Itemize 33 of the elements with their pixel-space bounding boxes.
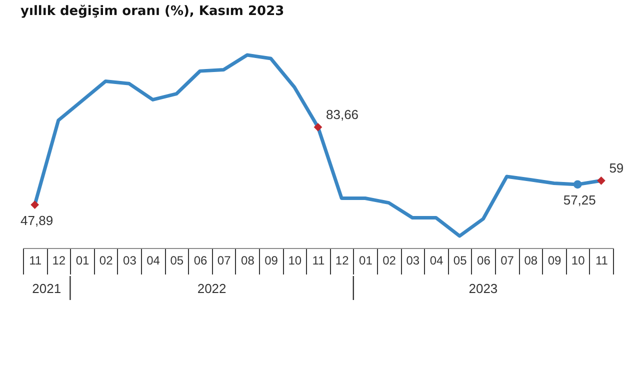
x-tick-label: 03 bbox=[406, 254, 420, 268]
chart-title: yıllık değişim oranı (%), Kasım 2023 bbox=[20, 4, 284, 19]
data-label: 47,89 bbox=[20, 212, 54, 228]
x-tick-label: 10 bbox=[288, 254, 302, 268]
x-tick-label: 11 bbox=[312, 254, 326, 268]
x-tick-label: 11 bbox=[595, 254, 608, 268]
x-tick-label: 04 bbox=[430, 254, 444, 268]
text: 2021 bbox=[32, 281, 62, 296]
x-tick-label: 02 bbox=[99, 254, 114, 268]
x-tick-label: 01 bbox=[76, 254, 90, 268]
x-tick-label: 09 bbox=[264, 254, 278, 268]
x-tick-label: 11 bbox=[29, 254, 42, 268]
x-tick-label: 04 bbox=[146, 254, 160, 268]
x-tick-label: 06 bbox=[194, 254, 208, 268]
text: 2023 bbox=[468, 281, 498, 296]
x-tick-label: 06 bbox=[477, 254, 491, 268]
text: 2022 bbox=[197, 281, 226, 296]
x-tick-label: 03 bbox=[123, 254, 137, 268]
x-tick-label: 08 bbox=[241, 254, 255, 268]
x-tick-label: 09 bbox=[548, 254, 562, 268]
x-tick-label: 07 bbox=[217, 254, 232, 268]
x-tick-label: 07 bbox=[500, 254, 514, 268]
x-tick-label: 05 bbox=[170, 254, 184, 268]
data-label: 57,25 bbox=[563, 192, 596, 208]
x-tick-label: 08 bbox=[524, 254, 538, 268]
x-tick-label: 12 bbox=[335, 254, 350, 268]
data-label: 83,66 bbox=[326, 107, 359, 122]
x-tick-label: 05 bbox=[453, 254, 468, 268]
data-label: 59 bbox=[609, 160, 624, 176]
x-tick-label: 02 bbox=[382, 254, 396, 268]
x-tick-label: 01 bbox=[359, 254, 373, 268]
x-tick-label: 10 bbox=[571, 254, 586, 268]
x-tick-label: 12 bbox=[52, 254, 66, 268]
